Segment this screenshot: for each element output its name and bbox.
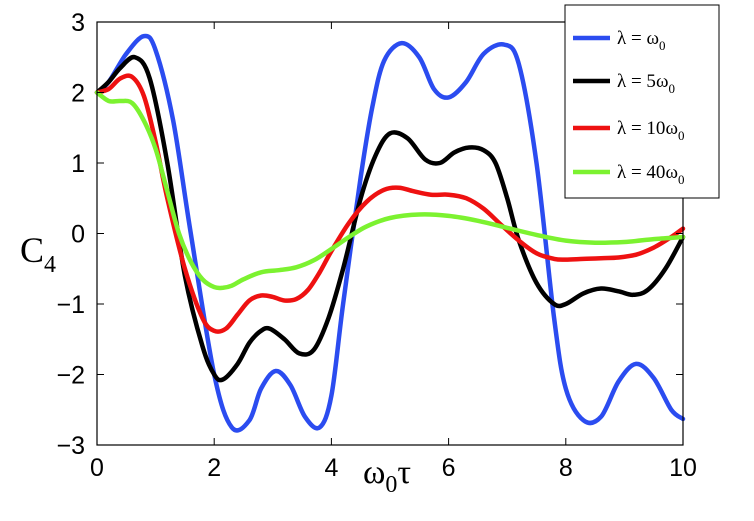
x-tick-label: 4	[324, 454, 338, 482]
x-tick-label: 0	[90, 454, 104, 482]
y-axis-label-main: C	[20, 230, 44, 270]
y-tick-label: 3	[71, 9, 85, 37]
series-line	[94, 73, 686, 334]
legend-label: λ = 5ω0	[617, 71, 675, 96]
y-tick-label: −3	[56, 432, 85, 460]
legend-entry: λ = 40ω0	[573, 162, 684, 187]
x-axis-label-main: ω	[363, 454, 385, 491]
y-tick-label: 0	[71, 221, 85, 249]
y-axis-label: C4	[20, 230, 56, 278]
legend-label: λ = 10ω0	[617, 118, 684, 143]
y-axis-label-sub: 4	[44, 252, 56, 278]
x-axis-label-tail: τ	[397, 454, 411, 491]
legend-entry: λ = 10ω0	[573, 118, 684, 143]
legend-entry: λ = 5ω0	[573, 71, 675, 96]
x-tick-label: 8	[559, 454, 573, 482]
x-tick-label: 6	[442, 454, 456, 482]
x-axis-label-sub: 0	[385, 472, 397, 498]
legend: λ = ω0 λ = 5ω0 λ = 10ω0 λ = 40ω0	[564, 4, 720, 199]
y-tick-label: 1	[71, 150, 85, 178]
y-tick-label: −1	[56, 291, 85, 319]
x-tick-label: 2	[207, 454, 221, 482]
legend-label: λ = ω0	[617, 28, 665, 53]
legend-label: λ = 40ω0	[617, 162, 684, 187]
x-axis-label: ω0τ	[363, 454, 411, 498]
x-tick-label: 10	[669, 454, 697, 482]
series-layer	[94, 33, 686, 433]
series-line	[94, 90, 686, 291]
series-line	[94, 33, 686, 433]
series-line	[94, 54, 686, 383]
y-tick-label: −2	[56, 362, 85, 390]
legend-entry: λ = ω0	[573, 28, 665, 53]
y-tick-label: 2	[71, 80, 85, 108]
